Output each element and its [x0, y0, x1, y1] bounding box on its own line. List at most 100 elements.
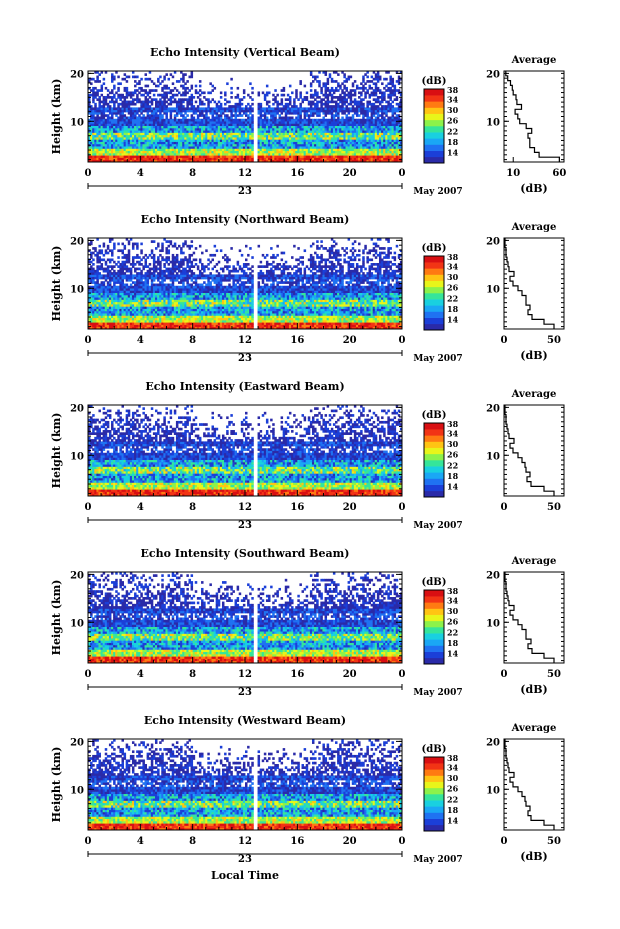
colorbar-swatch — [424, 466, 444, 473]
colorbar-tick-label: 30 — [447, 105, 459, 115]
colorbar-swatch — [424, 150, 444, 158]
panel-2: Echo Intensity (Eastward Beam) 10 20 Height… — [50, 380, 565, 531]
colorbar-swatch — [424, 651, 444, 659]
avg-x-tick-label: 0 — [501, 502, 508, 513]
avg-y-tick-label: 10 — [486, 117, 500, 128]
colorbar-tick-label: 18 — [447, 137, 459, 147]
colorbar-swatch — [424, 781, 444, 789]
colorbar-swatch — [424, 268, 444, 275]
colorbar-swatch — [424, 293, 444, 300]
x-tick-label: 4 — [137, 502, 144, 513]
colorbar-tick-label: 30 — [447, 606, 459, 616]
panel-title: Echo Intensity (Westward Beam) — [144, 714, 346, 727]
x-tick-label: 12 — [238, 669, 252, 680]
x-tick-label: 0 — [399, 168, 406, 179]
average-title: Average — [511, 55, 557, 66]
colorbar-swatch — [424, 596, 444, 603]
colorbar-swatch — [424, 138, 444, 145]
colorbar-swatch — [424, 274, 444, 281]
x-tick-label: 4 — [137, 168, 144, 179]
colorbar-tick-label: 26 — [447, 283, 459, 293]
x-tick-label: 0 — [85, 335, 92, 346]
day-label: 23 — [238, 854, 252, 865]
colorbar-tick-label: 18 — [447, 805, 459, 815]
colorbar-tick-label: 22 — [447, 126, 458, 136]
y-tick-label: 20 — [70, 737, 84, 748]
avg-x-tick-label: 0 — [501, 335, 508, 346]
y-axis-label: Height (km) — [50, 413, 63, 489]
x-tick-label: 0 — [85, 168, 92, 179]
heatmap-cells — [88, 739, 403, 831]
colorbar-tick-label: 26 — [447, 450, 459, 460]
date-label: May 2007 — [413, 354, 462, 364]
panel-4: Echo Intensity (Westward Beam) 10 20 Height… — [50, 714, 565, 865]
colorbar-tick-label: 22 — [447, 794, 458, 804]
avg-x-label: (dB) — [520, 683, 547, 696]
average-profile-line — [505, 71, 560, 162]
x-tick-label: 0 — [399, 335, 406, 346]
date-label: May 2007 — [413, 521, 462, 531]
colorbar-frame — [423, 422, 445, 498]
colorbar-swatch — [424, 280, 444, 288]
colorbar-tick-label: 18 — [447, 304, 459, 314]
colorbar-swatch — [424, 806, 444, 813]
colorbar-swatch — [424, 639, 444, 646]
colorbar-swatch — [424, 107, 444, 114]
colorbar-tick-label: 38 — [447, 586, 459, 596]
colorbar-tick-label: 34 — [447, 596, 459, 606]
colorbar-swatch — [424, 478, 444, 485]
x-tick-label: 0 — [85, 836, 92, 847]
colorbar-swatch — [424, 441, 444, 448]
colorbar-tick-label: 30 — [447, 272, 459, 282]
colorbar-frame — [423, 255, 445, 331]
x-tick-label: 12 — [238, 168, 252, 179]
y-axis-label: Height (km) — [50, 580, 63, 656]
x-tick-label: 0 — [399, 669, 406, 680]
x-tick-label: 12 — [238, 335, 252, 346]
colorbar-swatch — [424, 818, 444, 826]
x-tick-label: 8 — [189, 836, 196, 847]
colorbar-swatch — [424, 126, 444, 133]
x-tick-label: 8 — [189, 335, 196, 346]
colorbar-unit: (dB) — [422, 577, 447, 588]
x-tick-label: 20 — [343, 168, 357, 179]
colorbar-swatch — [424, 113, 444, 121]
x-tick-label: 16 — [290, 502, 304, 513]
avg-x-tick-label: 0 — [501, 669, 508, 680]
colorbar-tick-label: 18 — [447, 638, 459, 648]
colorbar-swatch — [424, 590, 444, 597]
colorbar-tick-label: 14 — [447, 648, 459, 658]
y-axis-label: Height (km) — [50, 747, 63, 823]
avg-x-label: (dB) — [520, 850, 547, 863]
panel-1: Echo Intensity (Northward Beam) 10 20 Heigh… — [50, 213, 565, 364]
colorbar-tick-label: 26 — [447, 617, 459, 627]
avg-x-tick-label: 50 — [547, 669, 561, 680]
avg-y-tick-label: 20 — [486, 570, 500, 581]
colorbar-unit: (dB) — [422, 243, 447, 254]
colorbar-swatch — [424, 787, 444, 795]
colorbar-swatch — [424, 769, 444, 776]
colorbar-unit: (dB) — [422, 76, 447, 87]
colorbar-swatch — [424, 614, 444, 622]
colorbar-frame — [423, 756, 445, 832]
y-tick-label: 20 — [70, 69, 84, 80]
colorbar-swatch — [424, 472, 444, 479]
x-tick-label: 20 — [343, 502, 357, 513]
colorbar-swatch — [424, 794, 444, 801]
colorbar-swatch — [424, 608, 444, 615]
colorbar-tick-label: 22 — [447, 293, 458, 303]
y-axis-label: Height (km) — [50, 246, 63, 322]
colorbar-frame — [423, 589, 445, 665]
y-tick-label: 20 — [70, 403, 84, 414]
avg-y-tick-label: 10 — [486, 284, 500, 295]
x-tick-label: 20 — [343, 335, 357, 346]
average-title: Average — [511, 222, 557, 233]
colorbar-swatch — [424, 286, 444, 294]
panel-title: Echo Intensity (Eastward Beam) — [145, 380, 344, 393]
x-tick-label: 0 — [85, 669, 92, 680]
colorbar-swatch — [424, 144, 444, 151]
colorbar-swatch — [424, 89, 444, 96]
